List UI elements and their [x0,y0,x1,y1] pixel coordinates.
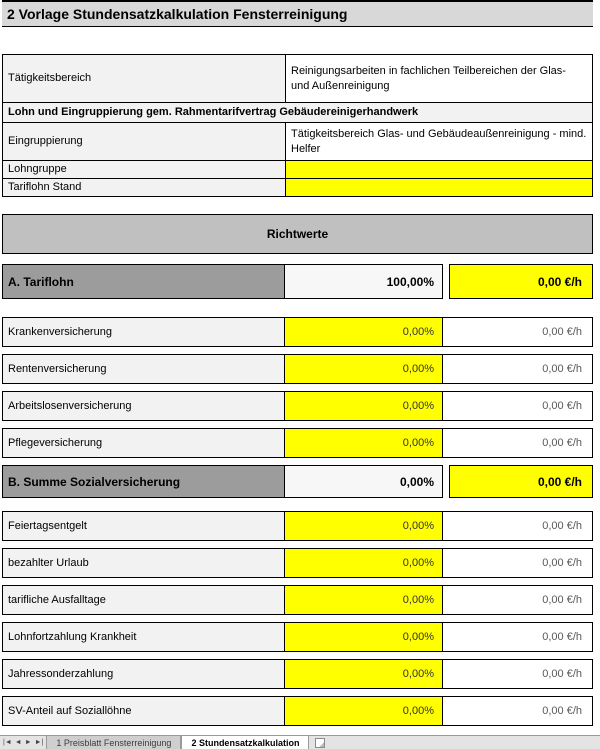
tab-last-icon[interactable]: ►| [34,739,44,746]
sheet-tab-bar: |◄ ◄ ► ►| 1 Preisblatt Fensterreinigung … [0,735,600,749]
row-label: tarifliche Ausfalltage [2,585,285,615]
table-row: Lohnfortzahlung Krankheit 0,00% 0,00 €/h [2,622,593,652]
percent-input-cell[interactable]: 0,00% [285,548,443,578]
row-label: Jahressonderzahlung [2,659,285,689]
tariflohn-label: A. Tariflohn [2,264,285,299]
percent-input-cell[interactable]: 0,00% [285,511,443,541]
rate-cell: 0,00 €/h [443,622,593,652]
page-title: 2 Vorlage Stundensatzkalkulation Fenster… [7,6,348,22]
input-cell-tariflohn-stand[interactable] [286,179,593,197]
rate-cell: 0,00 €/h [443,354,593,384]
table-row: Pflegeversicherung 0,00% 0,00 €/h [2,428,593,458]
row-tariflohn: A. Tariflohn 100,00% 0,00 €/h [2,264,593,299]
row-label: SV-Anteil auf Soziallöhne [2,696,285,726]
summe-percent-cell: 0,00% [285,465,443,498]
input-cell-lohngruppe[interactable] [286,161,593,179]
row-label: Arbeitslosenversicherung [2,391,285,421]
sozialloehne-group: Feiertagsentgelt 0,00% 0,00 €/h bezahlte… [0,511,600,726]
rate-cell: 0,00 €/h [443,511,593,541]
rate-cell: 0,00 €/h [443,696,593,726]
percent-input-cell[interactable]: 0,00% [285,317,443,347]
table-row: Feiertagsentgelt 0,00% 0,00 €/h [2,511,593,541]
info-table: Tätigkeitsbereich Reinigungsarbeiten in … [2,54,593,197]
tariflohn-rate-cell: 0,00 €/h [449,264,593,299]
percent-input-cell[interactable]: 0,00% [285,585,443,615]
table-row: Lohn und Eingruppierung gem. Rahmentarif… [3,103,593,123]
table-row: Krankenversicherung 0,00% 0,00 €/h [2,317,593,347]
tab-stundensatzkalkulation[interactable]: 2 Stundensatzkalkulation [181,736,310,749]
tab-prev-icon[interactable]: ◄ [14,739,22,746]
percent-input-cell[interactable]: 0,00% [285,622,443,652]
table-row: Tätigkeitsbereich Reinigungsarbeiten in … [3,55,593,103]
percent-input-cell[interactable]: 0,00% [285,659,443,689]
rate-cell: 0,00 €/h [443,659,593,689]
row-summe-sozialversicherung: B. Summe Sozialversicherung 0,00% 0,00 €… [2,465,593,498]
table-row: Eingruppierung Tätigkeitsbereich Glas- u… [3,123,593,161]
row-label: Feiertagsentgelt [2,511,285,541]
rate-cell: 0,00 €/h [443,548,593,578]
info-label-eingruppierung: Eingruppierung [3,123,286,161]
row-label: bezahlter Urlaub [2,548,285,578]
table-row: Jahressonderzahlung 0,00% 0,00 €/h [2,659,593,689]
info-label-taetigkeitsbereich: Tätigkeitsbereich [3,55,286,103]
info-value-eingruppierung: Tätigkeitsbereich Glas- und Gebäudeaußen… [286,123,593,161]
table-row: bezahlter Urlaub 0,00% 0,00 €/h [2,548,593,578]
table-row: Arbeitslosenversicherung 0,00% 0,00 €/h [2,391,593,421]
rate-cell: 0,00 €/h [443,585,593,615]
info-label-lohngruppe: Lohngruppe [3,161,286,179]
tab-next-icon[interactable]: ► [24,739,32,746]
section-header-lohn-eingruppierung: Lohn und Eingruppierung gem. Rahmentarif… [3,103,593,123]
tab-first-icon[interactable]: |◄ [3,739,12,746]
info-label-tariflohn-stand: Tariflohn Stand [3,179,286,197]
row-label: Lohnfortzahlung Krankheit [2,622,285,652]
richtwerte-band: Richtwerte [2,214,593,254]
row-label: Rentenversicherung [2,354,285,384]
table-row: Rentenversicherung 0,00% 0,00 €/h [2,354,593,384]
tab-preisblatt-fensterreinigung[interactable]: 1 Preisblatt Fensterreinigung [46,736,182,749]
table-row: Tariflohn Stand [3,179,593,197]
summe-label: B. Summe Sozialversicherung [2,465,285,498]
summe-rate-cell: 0,00 €/h [449,465,593,498]
info-value-taetigkeitsbereich: Reinigungsarbeiten in fachlichen Teilber… [286,55,593,103]
tariflohn-percent-cell[interactable]: 100,00% [285,264,443,299]
row-label: Krankenversicherung [2,317,285,347]
tab-navigation: |◄ ◄ ► ►| [0,736,46,749]
sozialversicherung-group: Krankenversicherung 0,00% 0,00 €/h Rente… [0,317,600,458]
rate-cell: 0,00 €/h [443,317,593,347]
percent-input-cell[interactable]: 0,00% [285,696,443,726]
percent-input-cell[interactable]: 0,00% [285,391,443,421]
percent-input-cell[interactable]: 0,00% [285,428,443,458]
table-row: Lohngruppe [3,161,593,179]
sheet-title-bar: 2 Vorlage Stundensatzkalkulation Fenster… [2,0,593,27]
table-row: tarifliche Ausfalltage 0,00% 0,00 €/h [2,585,593,615]
rate-cell: 0,00 €/h [443,391,593,421]
insert-sheet-icon[interactable] [315,738,326,748]
rate-cell: 0,00 €/h [443,428,593,458]
richtwerte-label: Richtwerte [266,227,329,241]
table-row: SV-Anteil auf Soziallöhne 0,00% 0,00 €/h [2,696,593,726]
row-label: Pflegeversicherung [2,428,285,458]
percent-input-cell[interactable]: 0,00% [285,354,443,384]
